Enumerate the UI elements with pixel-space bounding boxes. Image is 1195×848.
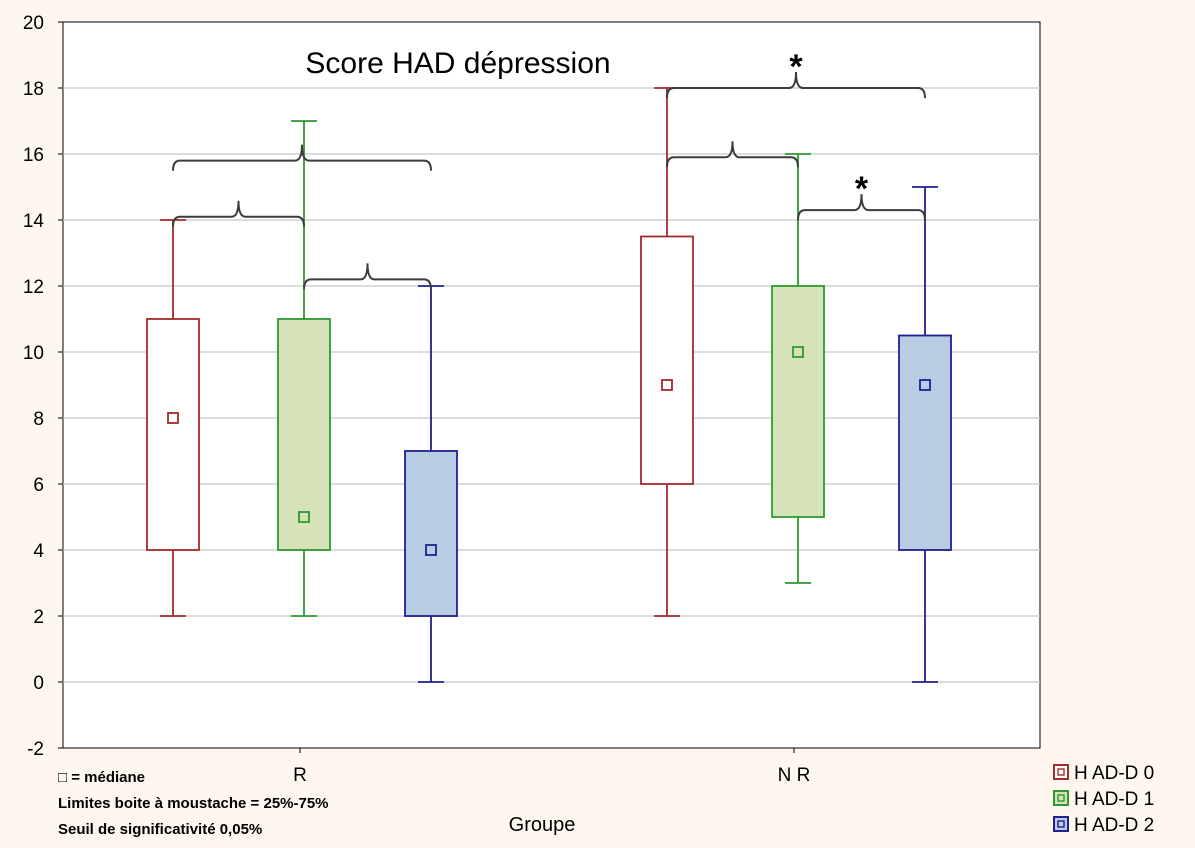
x-tick-label: R (293, 765, 307, 786)
median-marker (661, 379, 673, 391)
legend-item: H AD-D 0 (1053, 763, 1154, 784)
chart-title: Score HAD dépression (305, 47, 610, 80)
threshold-note: Seuil de significativité 0,05% (58, 821, 262, 838)
box-iqr (771, 285, 825, 518)
box-group (771, 153, 825, 584)
legend-label: H AD-D 1 (1074, 789, 1154, 810)
median-marker (167, 412, 179, 424)
footnotes: □ = médiane Limites boite à moustache = … (58, 769, 329, 838)
box-iqr (146, 318, 200, 551)
legend-item: H AD-D 1 (1053, 789, 1154, 810)
legend: H AD-D 0 H AD-D 1 H AD-D 2 (1053, 763, 1154, 836)
comparison-bracket (666, 71, 926, 99)
legend-swatch (1053, 764, 1069, 780)
y-tick-label: 8 (33, 409, 44, 430)
comparison-bracket (172, 144, 432, 171)
x-axis-label: Groupe (509, 814, 576, 836)
y-tick-label: -2 (27, 739, 44, 760)
x-tick-label: N R (778, 765, 811, 786)
y-tick-label: 6 (33, 475, 44, 496)
median-marker (919, 379, 931, 391)
boxes (146, 87, 952, 683)
box-iqr (277, 318, 331, 551)
y-tick-label: 20 (23, 13, 44, 34)
box-iqr (404, 450, 458, 617)
y-tick-label: 4 (33, 541, 44, 562)
box-group (640, 87, 694, 617)
legend-swatch-marker (1057, 820, 1065, 828)
y-tick-label: 10 (23, 343, 44, 364)
median-marker (792, 346, 804, 358)
median-note: □ = médiane (58, 769, 145, 786)
box-group (898, 186, 952, 683)
median-marker (298, 511, 310, 523)
comparison-bracket (172, 200, 305, 227)
box-group (146, 219, 200, 617)
y-tick-label: 16 (23, 145, 44, 166)
significance-star: * (789, 48, 803, 86)
median-text: = médiane (67, 769, 145, 786)
comparison-bracket (303, 263, 432, 290)
whisker-note: Limites boite à moustache = 25%-75% (58, 795, 329, 812)
legend-item: H AD-D 2 (1053, 815, 1154, 836)
y-tick-label: 2 (33, 607, 44, 628)
legend-label: H AD-D 2 (1074, 815, 1154, 836)
comparison-bracket (797, 194, 926, 221)
y-tick-label: 14 (23, 211, 45, 232)
legend-swatch-marker (1057, 768, 1065, 776)
median-symbol: □ (58, 769, 67, 786)
comparison-bracket (666, 141, 799, 168)
legend-swatch (1053, 790, 1069, 806)
box-iqr (640, 235, 694, 485)
y-tick-label: 0 (33, 673, 44, 694)
y-tick-label: 12 (23, 277, 44, 298)
comparison-brackets: ** (172, 48, 926, 290)
box-group (404, 285, 458, 683)
y-axis: -2 0 2 4 6 8 10 12 14 16 18 20 (23, 13, 63, 760)
significance-star: * (855, 170, 869, 208)
box-group (277, 120, 331, 617)
legend-label: H AD-D 0 (1074, 763, 1154, 784)
plot-area (62, 21, 1041, 749)
median-marker (425, 544, 437, 556)
legend-swatch-marker (1057, 794, 1065, 802)
box-iqr (898, 334, 952, 551)
y-tick-label: 18 (23, 79, 44, 100)
legend-swatch (1053, 816, 1069, 832)
